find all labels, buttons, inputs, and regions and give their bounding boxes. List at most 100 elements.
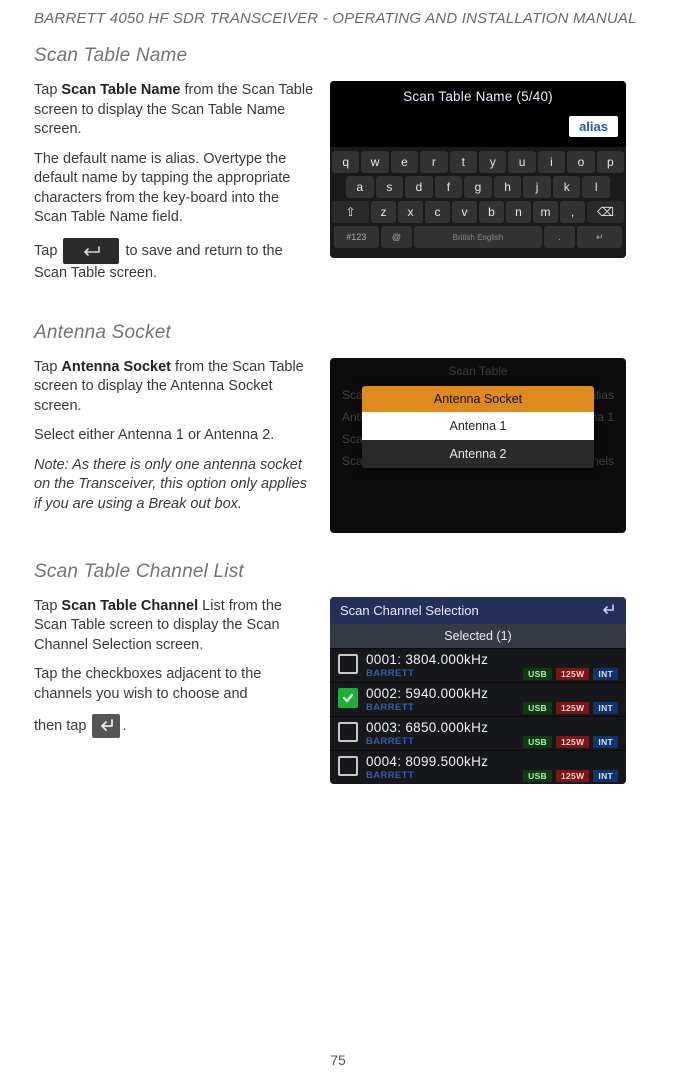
keyboard-row-3: ⇧ z x c v b n m , ⌫	[332, 201, 624, 223]
key-q[interactable]: q	[332, 151, 359, 173]
key-a[interactable]: a	[346, 176, 374, 198]
key-backspace[interactable]: ⌫	[587, 201, 624, 223]
back-arrow-icon	[92, 714, 120, 738]
key-l[interactable]: l	[582, 176, 610, 198]
text: Select either Antenna 1 or Antenna 2.	[34, 426, 314, 446]
tag-pwr: 125W	[556, 702, 589, 714]
scan-table-name-text: Tap Scan Table Name from the Scan Table …	[34, 81, 314, 294]
selected-count: Selected (1)	[330, 624, 626, 648]
key-c[interactable]: c	[425, 201, 450, 223]
key-p[interactable]: p	[597, 151, 624, 173]
text: Tap	[34, 82, 61, 98]
channel-frequency: 0004: 8099.500kHz	[366, 754, 618, 769]
text: Tap	[34, 598, 61, 614]
channel-row[interactable]: 0003: 6850.000kHzBARRETTUSB125WINT	[330, 716, 626, 750]
antenna-socket-modal: Antenna Socket Antenna 1 Antenna 2	[362, 386, 594, 468]
key-k[interactable]: k	[553, 176, 581, 198]
key-n[interactable]: n	[506, 201, 531, 223]
text: .	[122, 718, 126, 734]
key-y[interactable]: y	[479, 151, 506, 173]
antenna-option-2[interactable]: Antenna 2	[362, 440, 594, 468]
tag-int: INT	[593, 702, 618, 714]
antenna-socket-text: Tap Antenna Socket from the Scan Table s…	[34, 358, 314, 533]
antenna-option-1[interactable]: Antenna 1	[362, 412, 594, 440]
key-e[interactable]: e	[391, 151, 418, 173]
text: Tap	[34, 243, 61, 259]
section-heading-scan-table-name: Scan Table Name	[34, 45, 642, 67]
tag-int: INT	[593, 668, 618, 680]
key-shift[interactable]: ⇧	[332, 201, 369, 223]
key-b[interactable]: b	[479, 201, 504, 223]
section-heading-channel-list: Scan Table Channel List	[34, 561, 642, 583]
tag-pwr: 125W	[556, 668, 589, 680]
bold-label: Antenna Socket	[61, 359, 171, 375]
key-r[interactable]: r	[420, 151, 447, 173]
key-dot[interactable]: .	[544, 226, 576, 248]
key-v[interactable]: v	[452, 201, 477, 223]
tag-int: INT	[593, 736, 618, 748]
channel-source: BARRETT	[366, 668, 414, 679]
note-text: Note: As there is only one antenna socke…	[34, 456, 314, 515]
page-number: 75	[330, 1052, 346, 1068]
name-input-field[interactable]: alias	[569, 116, 618, 137]
channel-checkbox[interactable]	[338, 654, 358, 674]
screenshot-channel-selection: Scan Channel Selection Selected (1) 0001…	[330, 597, 626, 784]
key-w[interactable]: w	[361, 151, 388, 173]
channel-source: BARRETT	[366, 702, 414, 713]
key-d[interactable]: d	[405, 176, 433, 198]
text: The default name is alias. Overtype the …	[34, 150, 314, 228]
screenshot-antenna-socket: Scan Table Scanalias Anteenna 1 Scan T S…	[330, 358, 626, 533]
channel-checkbox[interactable]	[338, 688, 358, 708]
key-g[interactable]: g	[464, 176, 492, 198]
key-f[interactable]: f	[435, 176, 463, 198]
key-h[interactable]: h	[494, 176, 522, 198]
bold-label: Scan Table Name	[61, 82, 180, 98]
screenshot-scan-table-name: Scan Table Name (5/40) alias q w e r t y…	[330, 81, 626, 258]
text: Tap the checkboxes adjacent to the chann…	[34, 665, 314, 704]
keyboard-row-2: a s d f g h j k l	[332, 176, 624, 198]
channel-frequency: 0003: 6850.000kHz	[366, 720, 618, 735]
tag-usb: USB	[523, 702, 552, 714]
tag-int: INT	[593, 770, 618, 782]
text: Tap	[34, 359, 61, 375]
keyboard-row-1: q w e r t y u i o p	[332, 151, 624, 173]
enter-key-icon	[63, 238, 119, 264]
key-z[interactable]: z	[371, 201, 396, 223]
modal-title: Antenna Socket	[362, 386, 594, 412]
section-heading-antenna-socket: Antenna Socket	[34, 322, 642, 344]
channel-checkbox[interactable]	[338, 722, 358, 742]
keyboard-title: Scan Table Name (5/40)	[330, 81, 626, 114]
bold-label: Scan Table Channel	[61, 598, 198, 614]
key-at[interactable]: @	[381, 226, 413, 248]
key-j[interactable]: j	[523, 176, 551, 198]
channel-frequency: 0002: 5940.000kHz	[366, 686, 618, 701]
channel-row[interactable]: 0004: 8099.500kHzBARRETT USB 125W INT	[330, 750, 626, 784]
key-comma[interactable]: ,	[560, 201, 585, 223]
key-i[interactable]: i	[538, 151, 565, 173]
key-x[interactable]: x	[398, 201, 423, 223]
key-m[interactable]: m	[533, 201, 558, 223]
bg-title: Scan Table	[330, 358, 626, 384]
keyboard-row-bottom: #123 @ British English . ↵	[332, 226, 624, 252]
key-space[interactable]: British English	[414, 226, 541, 248]
key-s[interactable]: s	[376, 176, 404, 198]
key-t[interactable]: t	[450, 151, 477, 173]
channel-source: BARRETT	[366, 770, 414, 781]
channel-source: BARRETT	[366, 736, 414, 747]
channel-list-text: Tap Scan Table Channel List from the Sca…	[34, 597, 314, 784]
channel-row[interactable]: 0001: 3804.000kHzBARRETTUSB125WINT	[330, 648, 626, 682]
channel-selection-title: Scan Channel Selection	[340, 603, 479, 618]
key-enter[interactable]: ↵	[577, 226, 622, 248]
text: then tap	[34, 718, 90, 734]
key-o[interactable]: o	[567, 151, 594, 173]
channel-row[interactable]: 0002: 5940.000kHzBARRETT USB 125W INT	[330, 682, 626, 716]
key-u[interactable]: u	[508, 151, 535, 173]
key-numsym[interactable]: #123	[334, 226, 379, 248]
channel-checkbox[interactable]	[338, 756, 358, 776]
channel-list: 0001: 3804.000kHzBARRETTUSB125WINT0002: …	[330, 648, 626, 784]
tag-pwr: 125W	[556, 770, 589, 782]
doc-title: BARRETT 4050 HF SDR TRANSCEIVER - OPERAT…	[34, 10, 642, 27]
tag-usb: USB	[523, 770, 552, 782]
tag-usb: USB	[523, 736, 552, 748]
back-icon[interactable]	[600, 603, 616, 618]
